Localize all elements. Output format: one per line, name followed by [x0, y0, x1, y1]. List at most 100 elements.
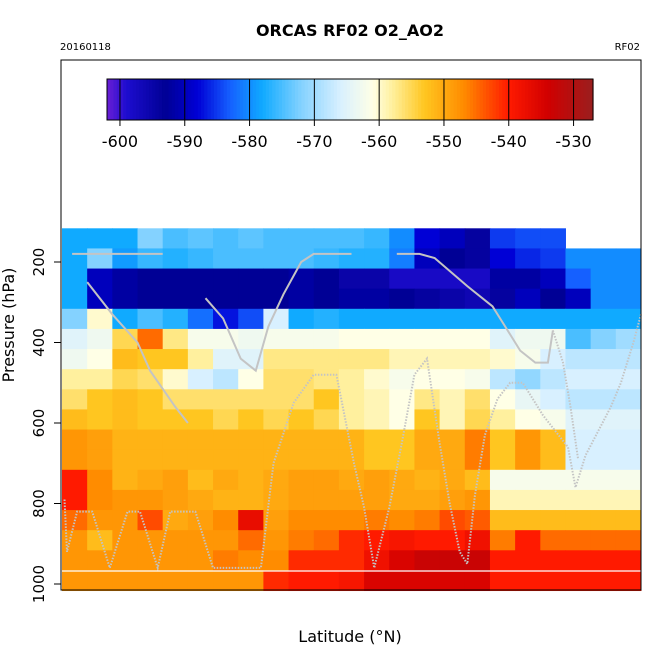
colorbar-segment: [450, 79, 455, 120]
heatmap-cell: [615, 449, 642, 471]
heatmap-cell: [187, 369, 214, 390]
heatmap-cell: [364, 469, 390, 491]
colorbar-segment: [272, 79, 277, 120]
heatmap-cell: [62, 409, 88, 431]
heatmap-cell: [187, 308, 214, 330]
heatmap-cell: [112, 510, 139, 531]
heatmap-cell: [439, 429, 466, 451]
heatmap-cell: [162, 570, 189, 592]
x-axis-label: Latitude (°N): [298, 627, 401, 646]
heatmap-cell: [187, 268, 214, 290]
colorbar-segment: [181, 79, 186, 120]
heatmap-cell: [364, 489, 390, 511]
heatmap-cell: [288, 349, 315, 370]
colorbar-segment: [434, 79, 439, 120]
y-tick-label: 800: [30, 489, 48, 518]
colorbar-segment: [369, 79, 374, 120]
colorbar-segment: [398, 79, 403, 120]
colorbar-segment: [544, 79, 549, 120]
heatmap-cell: [213, 369, 239, 390]
heatmap-cell: [112, 469, 139, 491]
colorbar-segment: [126, 79, 131, 120]
heatmap-cell: [87, 489, 113, 511]
heatmap-cell: [489, 449, 516, 471]
heatmap-cell: [338, 510, 365, 531]
heatmap-cell: [590, 429, 617, 451]
heatmap-cell: [338, 349, 365, 370]
heatmap-cell: [590, 449, 617, 471]
heatmap-cell: [313, 489, 340, 511]
heatmap-cell: [263, 510, 290, 531]
colorbar-segment: [359, 79, 364, 120]
colorbar-tick-label: -600: [102, 132, 138, 151]
heatmap-cell: [439, 369, 466, 390]
heatmap-cell: [238, 248, 264, 270]
heatmap-cell: [162, 308, 189, 330]
flight-label: RF02: [615, 42, 640, 53]
heatmap-cell: [389, 449, 415, 471]
heatmap-cell: [414, 308, 441, 330]
colorbar-segment: [580, 79, 584, 120]
colorbar-segment: [567, 79, 571, 120]
heatmap-cell: [364, 510, 390, 531]
colorbar-segment: [508, 79, 513, 120]
heatmap-cell: [439, 530, 466, 551]
colorbar-segment: [152, 79, 157, 120]
colorbar-segment: [210, 79, 215, 120]
colorbar-segment: [107, 79, 111, 120]
heatmap-cell: [187, 228, 214, 249]
heatmap-cell: [414, 328, 441, 350]
y-axis-label: Pressure (hPa): [0, 268, 18, 383]
colorbar-segment: [145, 79, 150, 120]
heatmap-cell: [87, 570, 113, 592]
colorbar-segment: [343, 79, 348, 120]
heatmap-cell: [213, 389, 239, 410]
heatmap-cell: [87, 268, 113, 290]
heatmap-cell: [87, 429, 113, 451]
colorbar-segment: [171, 79, 176, 120]
colorbar-segment: [110, 79, 115, 120]
heatmap-cell: [414, 530, 441, 551]
heatmap-cell: [590, 570, 617, 592]
heatmap-cell: [137, 489, 164, 511]
heatmap-cell: [137, 550, 164, 571]
heatmap-cell: [389, 228, 415, 249]
heatmap-cell: [62, 489, 88, 511]
colorbar-tick-label: -530: [555, 132, 591, 151]
colorbar-segment: [385, 79, 390, 120]
colorbar-segment: [168, 79, 173, 120]
y-tick-label: 600: [30, 409, 48, 438]
date-label: 20160118: [60, 42, 111, 53]
colorbar-segment: [379, 79, 383, 120]
heatmap-cell: [439, 349, 466, 370]
heatmap-cell: [162, 389, 189, 410]
flight-track-dotted-segment: [551, 330, 580, 460]
colorbar-tick-label: -590: [167, 132, 203, 151]
colorbar-segment: [311, 79, 315, 120]
colorbar-segment: [194, 79, 199, 120]
colorbar-segment: [440, 79, 445, 120]
flight-track-segment: [204, 252, 352, 373]
colorbar-segment: [320, 79, 325, 120]
heatmap-cell: [439, 308, 466, 330]
heatmap-cell: [540, 268, 566, 290]
colorbar-segment: [388, 79, 393, 120]
colorbar-segment: [162, 79, 166, 120]
colorbar-segment: [375, 79, 380, 120]
heatmap-cell: [162, 550, 189, 571]
colorbar-segment: [200, 79, 205, 120]
heatmap-cell: [338, 449, 365, 471]
heatmap-cell: [338, 268, 365, 290]
heatmap-cell: [464, 369, 491, 390]
colorbar-segment: [249, 79, 254, 120]
heatmap-cell: [338, 489, 365, 511]
colorbar-segment: [191, 79, 196, 120]
heatmap-cell: [565, 409, 592, 431]
heatmap-cell: [364, 369, 390, 390]
colorbar-segment: [531, 79, 536, 120]
heatmap-cell: [87, 530, 113, 551]
heatmap-cell: [615, 349, 642, 370]
heatmap-cell: [489, 409, 516, 431]
heatmap-cell: [540, 429, 566, 451]
y-tick-label: 200: [30, 248, 48, 277]
